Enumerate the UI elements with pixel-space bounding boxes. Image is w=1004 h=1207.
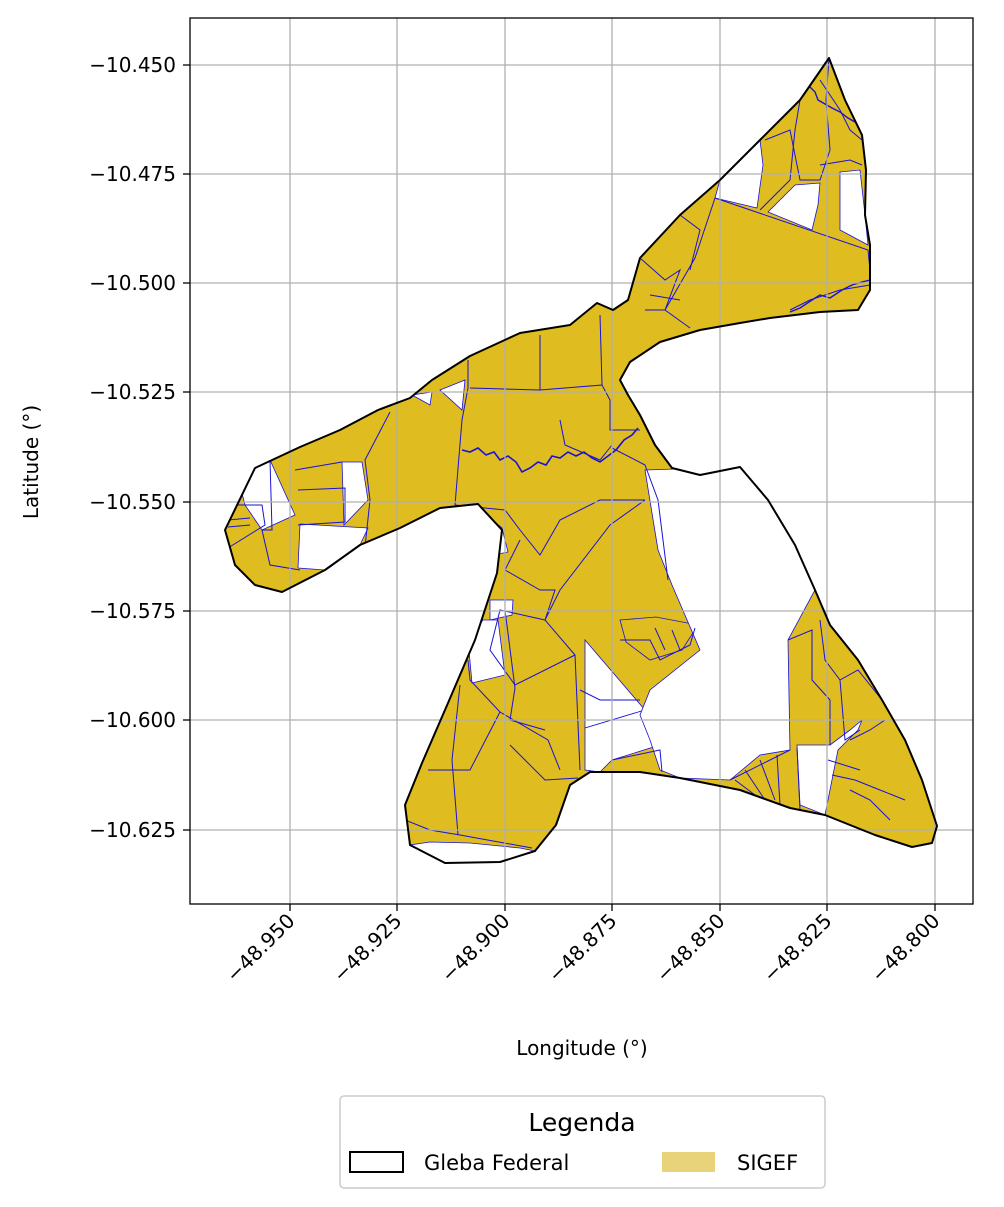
y-tick-marks [183, 64, 190, 831]
river-line-north [807, 84, 856, 123]
y-tick-label: −10.450 [89, 53, 176, 77]
x-tick-label: −48.925 [328, 909, 406, 987]
axes-frame [189, 17, 974, 905]
x-tick-label: −48.800 [866, 909, 944, 987]
y-tick-labels: −10.450 −10.475 −10.500 −10.525 −10.550 … [89, 53, 176, 842]
legend-swatch-gleba [349, 1151, 404, 1173]
y-tick-label: −10.525 [89, 380, 176, 404]
x-tick-label: −48.850 [651, 909, 729, 987]
y-tick-label: −10.475 [89, 162, 176, 186]
x-tick-label: −48.875 [543, 909, 621, 987]
legend-label-gleba: Gleba Federal [424, 1151, 569, 1175]
sigef-boundaries [227, 58, 906, 849]
legend-title: Legenda [528, 1108, 635, 1137]
legend-swatch-sigef [662, 1152, 715, 1172]
y-tick-label: −10.575 [89, 599, 176, 623]
y-tick-label: −10.500 [89, 271, 176, 295]
x-tick-marks [289, 904, 936, 911]
y-tick-label: −10.600 [89, 708, 176, 732]
y-tick-label: −10.550 [89, 490, 176, 514]
legend-label-sigef: SIGEF [737, 1151, 798, 1175]
x-tick-label: −48.900 [436, 909, 514, 987]
y-tick-label: −10.625 [89, 818, 176, 842]
x-tick-label: −48.950 [221, 909, 299, 987]
y-axis-label: Latitude (°) [19, 405, 43, 519]
river-line [461, 427, 639, 474]
x-axis-label: Longitude (°) [516, 1036, 647, 1060]
x-tick-label: −48.825 [758, 909, 836, 987]
gleba-federal-outline [224, 57, 938, 864]
x-tick-labels: −48.950 −48.925 −48.900 −48.875 −48.850 … [221, 909, 944, 987]
legend: Legenda Gleba Federal SIGEF [339, 1095, 826, 1189]
grid-lines [190, 18, 973, 904]
